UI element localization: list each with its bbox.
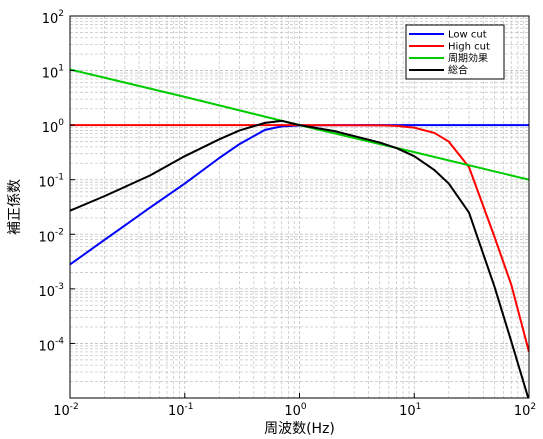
y-tick-label: 10-2 (38, 227, 64, 245)
x-axis-label: 周波数(Hz) (264, 421, 335, 437)
y-axis-label: 補正係数 (7, 179, 23, 235)
series-layer (70, 68, 529, 398)
y-tick-label: 10-4 (38, 336, 64, 354)
y-tick-label: 100 (42, 118, 65, 136)
series-line-4 (70, 119, 529, 398)
ticks: 10-2 10-1 100 101 102 10-4 10-3 10-2 10-1 100 101 1… (38, 9, 536, 419)
x-tick-label: 10-1 (168, 402, 194, 419)
y-tick-label: 10-1 (38, 173, 64, 191)
y-tick-label: 10-3 (38, 282, 64, 300)
x-tick-label: 10-2 (53, 402, 79, 419)
x-tick-label: 102 (514, 402, 536, 419)
x-tick-label: 100 (284, 402, 307, 419)
y-tick-label: 101 (42, 64, 64, 82)
y-tick-label: 102 (42, 9, 64, 27)
x-tick-label: 101 (399, 402, 421, 419)
series-line-2 (70, 124, 529, 353)
legend-label: Low cut (448, 30, 487, 41)
legend-label: 周期効果 (448, 52, 488, 65)
legend-label: High cut (448, 42, 490, 53)
legend-label: 総合 (448, 64, 468, 77)
